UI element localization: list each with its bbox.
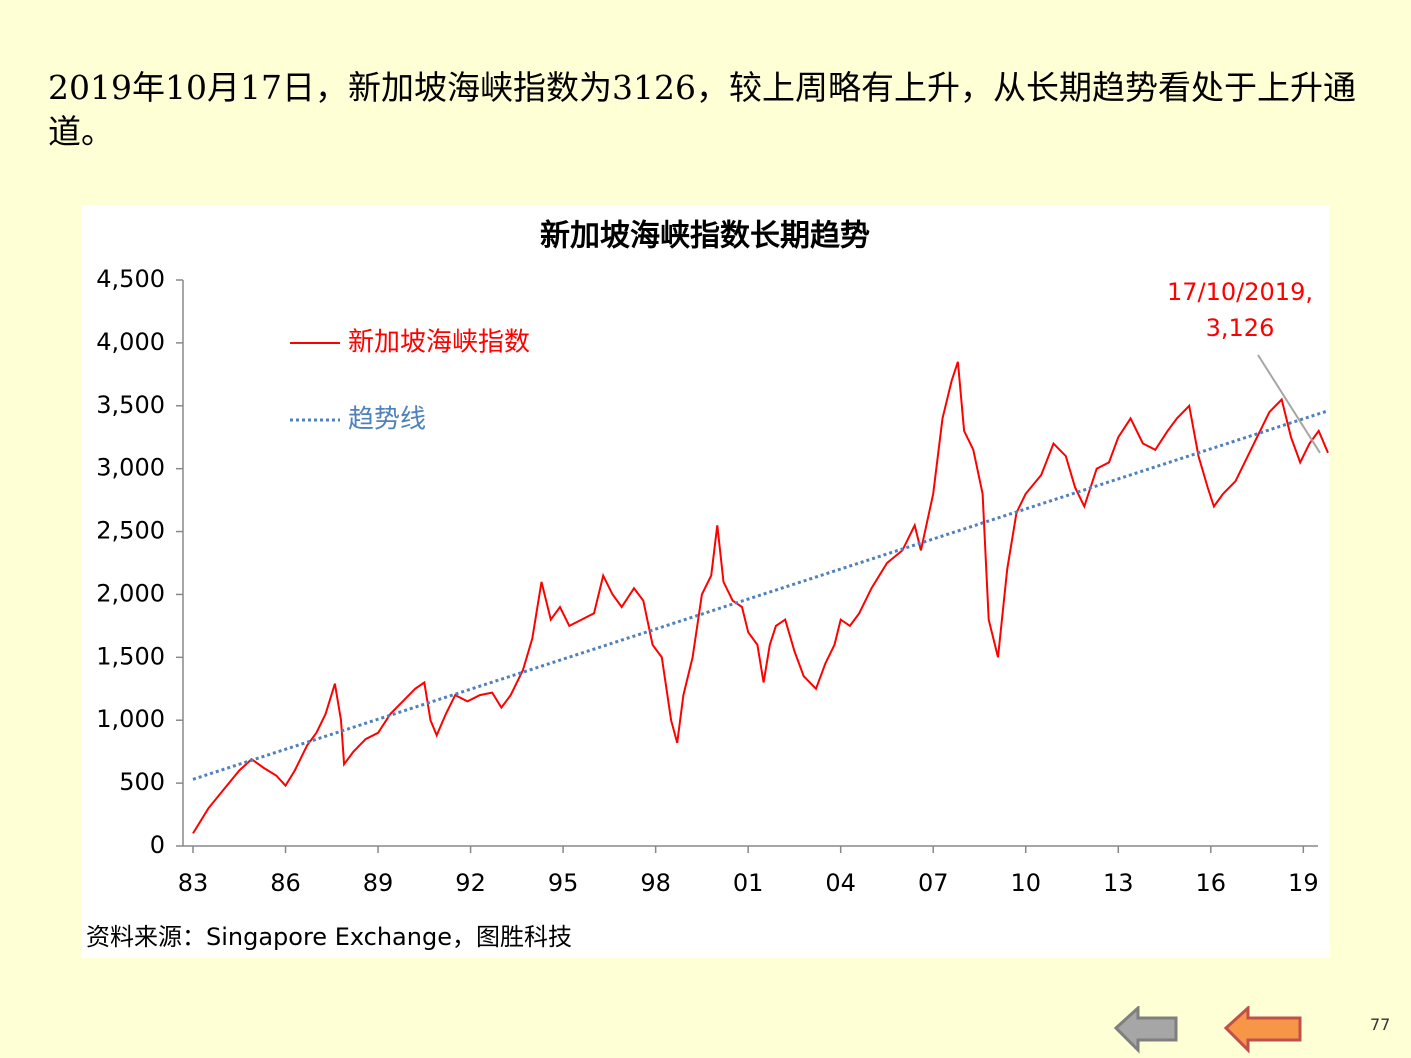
y-tick-label: 2,000 bbox=[96, 579, 165, 607]
x-tick-label: 19 bbox=[1288, 869, 1319, 897]
x-tick-label: 10 bbox=[1010, 869, 1041, 897]
legend-label: 趋势线 bbox=[348, 405, 426, 435]
annotation: 17/10/2019, bbox=[1167, 278, 1313, 306]
heading: 2019年10月17日，新加坡海峡指数为3126，较上周略有上升，从长期趋势看处… bbox=[48, 68, 1356, 151]
x-tick-label: 13 bbox=[1103, 869, 1134, 897]
x-tick-label: 89 bbox=[363, 869, 394, 897]
y-tick-label: 1,000 bbox=[96, 705, 165, 733]
x-tick-label: 16 bbox=[1196, 869, 1227, 897]
series-line bbox=[192, 361, 1329, 834]
chart: 新加坡海峡指数长期趋势 资料来源：Singapore Exchange，图胜科技… bbox=[82, 205, 1330, 958]
page-number: 77 bbox=[1370, 1015, 1391, 1034]
back-button[interactable] bbox=[1222, 1006, 1306, 1054]
annotation-arrow bbox=[1257, 354, 1321, 454]
y-tick-label: 2,500 bbox=[96, 517, 165, 545]
arrow-icon bbox=[1113, 1006, 1178, 1054]
y-tick-label: 3,000 bbox=[96, 454, 165, 482]
y-tick-label: 3,500 bbox=[96, 391, 165, 419]
arrow-icon bbox=[1223, 1006, 1302, 1054]
y-tick-label: 1,500 bbox=[96, 642, 165, 670]
legend-label: 新加坡海峡指数 bbox=[348, 328, 530, 358]
chart-background bbox=[82, 205, 1330, 958]
x-tick-label: 83 bbox=[178, 869, 209, 897]
trend-line bbox=[192, 409, 1329, 781]
x-tick-label: 07 bbox=[918, 869, 949, 897]
x-tick-label: 95 bbox=[548, 869, 579, 897]
x-tick-label: 01 bbox=[733, 869, 764, 897]
source: 资料来源：Singapore Exchange，图胜科技 bbox=[86, 923, 572, 951]
x-tick-label: 86 bbox=[270, 869, 301, 897]
prev-button[interactable] bbox=[1112, 1006, 1182, 1054]
x-tick-label: 04 bbox=[825, 869, 856, 897]
x-tick-label: 92 bbox=[455, 869, 486, 897]
y-tick-label: 4,500 bbox=[96, 265, 165, 293]
annotation: 3,126 bbox=[1206, 314, 1275, 342]
x-tick-label: 98 bbox=[640, 869, 671, 897]
chart-title: 新加坡海峡指数长期趋势 bbox=[540, 219, 870, 254]
y-tick-label: 0 bbox=[150, 831, 165, 859]
y-tick-label: 500 bbox=[119, 768, 165, 796]
y-tick-label: 4,000 bbox=[96, 328, 165, 356]
